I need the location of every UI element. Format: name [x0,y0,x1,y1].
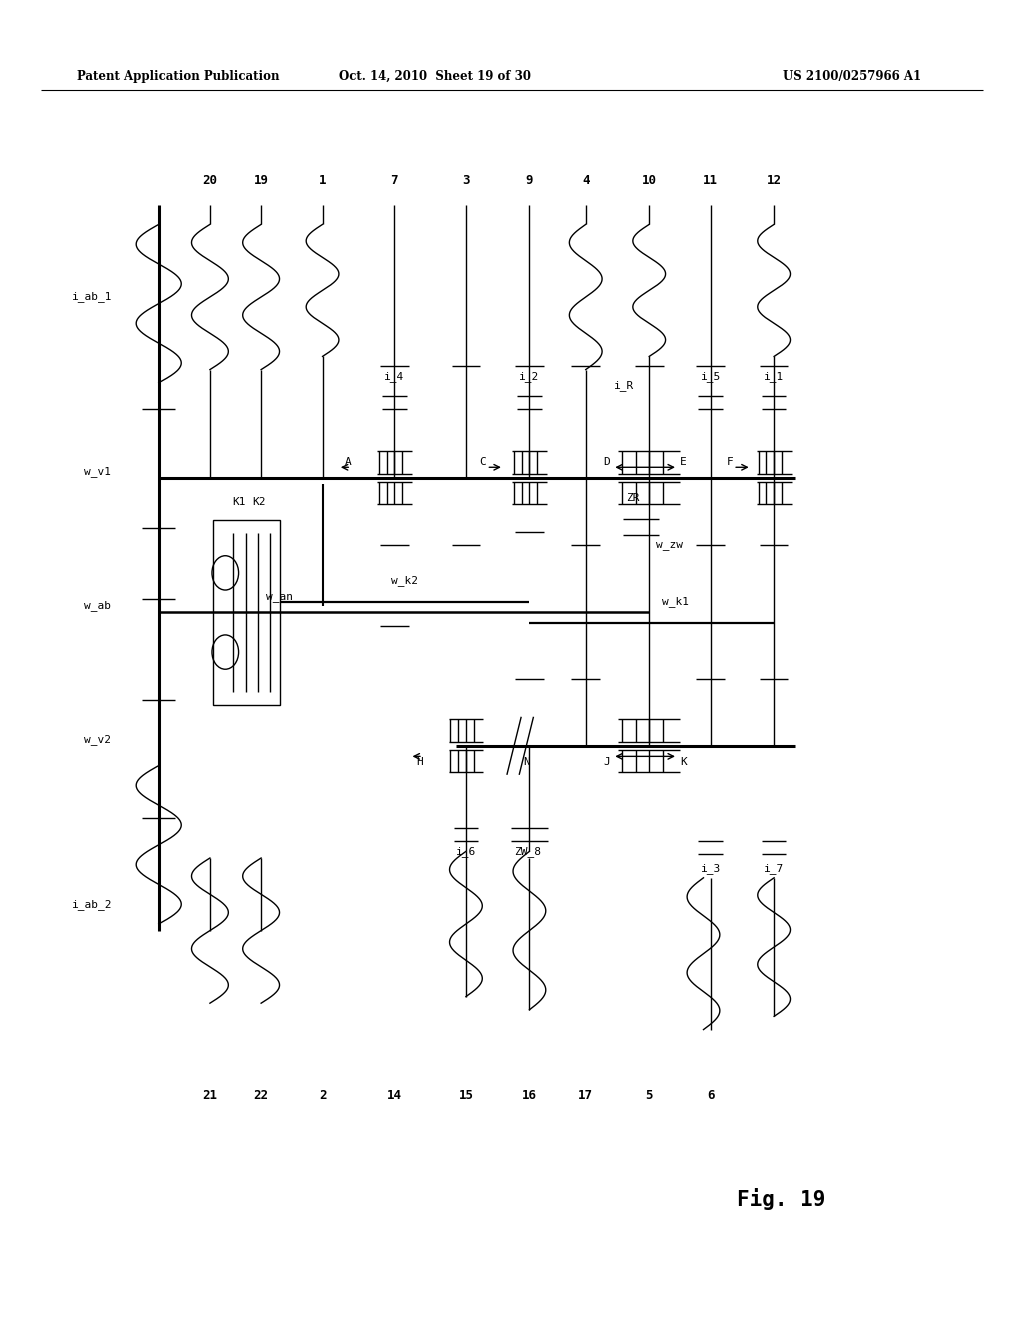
Text: 21: 21 [203,1089,217,1102]
Text: Fig. 19: Fig. 19 [737,1188,825,1209]
Text: i_4: i_4 [384,371,404,381]
Text: 17: 17 [579,1089,593,1102]
Text: 20: 20 [203,174,217,187]
Text: 22: 22 [254,1089,268,1102]
Text: w_k2: w_k2 [391,576,418,586]
Text: K: K [680,756,687,767]
Text: i_5: i_5 [700,371,721,381]
Text: F: F [726,457,733,467]
Text: 10: 10 [642,174,656,187]
Text: i_1: i_1 [764,371,784,381]
Text: 7: 7 [390,174,398,187]
Text: 12: 12 [767,174,781,187]
Text: w_ab: w_ab [84,601,111,611]
Text: i_R: i_R [613,380,634,391]
Text: N: N [523,756,529,767]
Text: i_7: i_7 [764,863,784,874]
Text: D: D [603,457,610,467]
Text: J: J [603,756,610,767]
Text: i_2: i_2 [519,371,540,381]
Text: i_ab_1: i_ab_1 [72,292,113,302]
Text: Patent Application Publication: Patent Application Publication [77,70,280,83]
Bar [213,520,280,705]
Text: US 2100/0257966 A1: US 2100/0257966 A1 [783,70,922,83]
Text: C: C [479,457,486,467]
Text: 16: 16 [522,1089,537,1102]
Text: 9: 9 [525,174,534,187]
Text: w_an: w_an [266,591,293,602]
Text: ZR: ZR [626,492,640,503]
Text: w_v2: w_v2 [84,734,111,744]
Text: i_6: i_6 [456,846,476,857]
Text: 5: 5 [645,1089,653,1102]
Text: 4: 4 [582,174,590,187]
Text: w_k1: w_k1 [663,597,689,607]
Text: 2: 2 [318,1089,327,1102]
Text: 15: 15 [459,1089,473,1102]
Text: E: E [680,457,687,467]
Text: 11: 11 [703,174,718,187]
Text: w_v1: w_v1 [84,466,111,477]
Text: i_ab_2: i_ab_2 [72,899,113,909]
Text: A: A [344,457,351,467]
Text: 1: 1 [318,174,327,187]
Text: 14: 14 [387,1089,401,1102]
Text: K2: K2 [252,496,266,507]
Text: H: H [416,756,423,767]
Text: 3: 3 [462,174,470,187]
Text: ZW_8: ZW_8 [514,846,541,857]
Text: 6: 6 [707,1089,715,1102]
Text: w_zw: w_zw [656,540,683,550]
Text: i_3: i_3 [700,863,721,874]
Text: 19: 19 [254,174,268,187]
Text: K1: K1 [231,496,246,507]
Text: Oct. 14, 2010  Sheet 19 of 30: Oct. 14, 2010 Sheet 19 of 30 [339,70,531,83]
